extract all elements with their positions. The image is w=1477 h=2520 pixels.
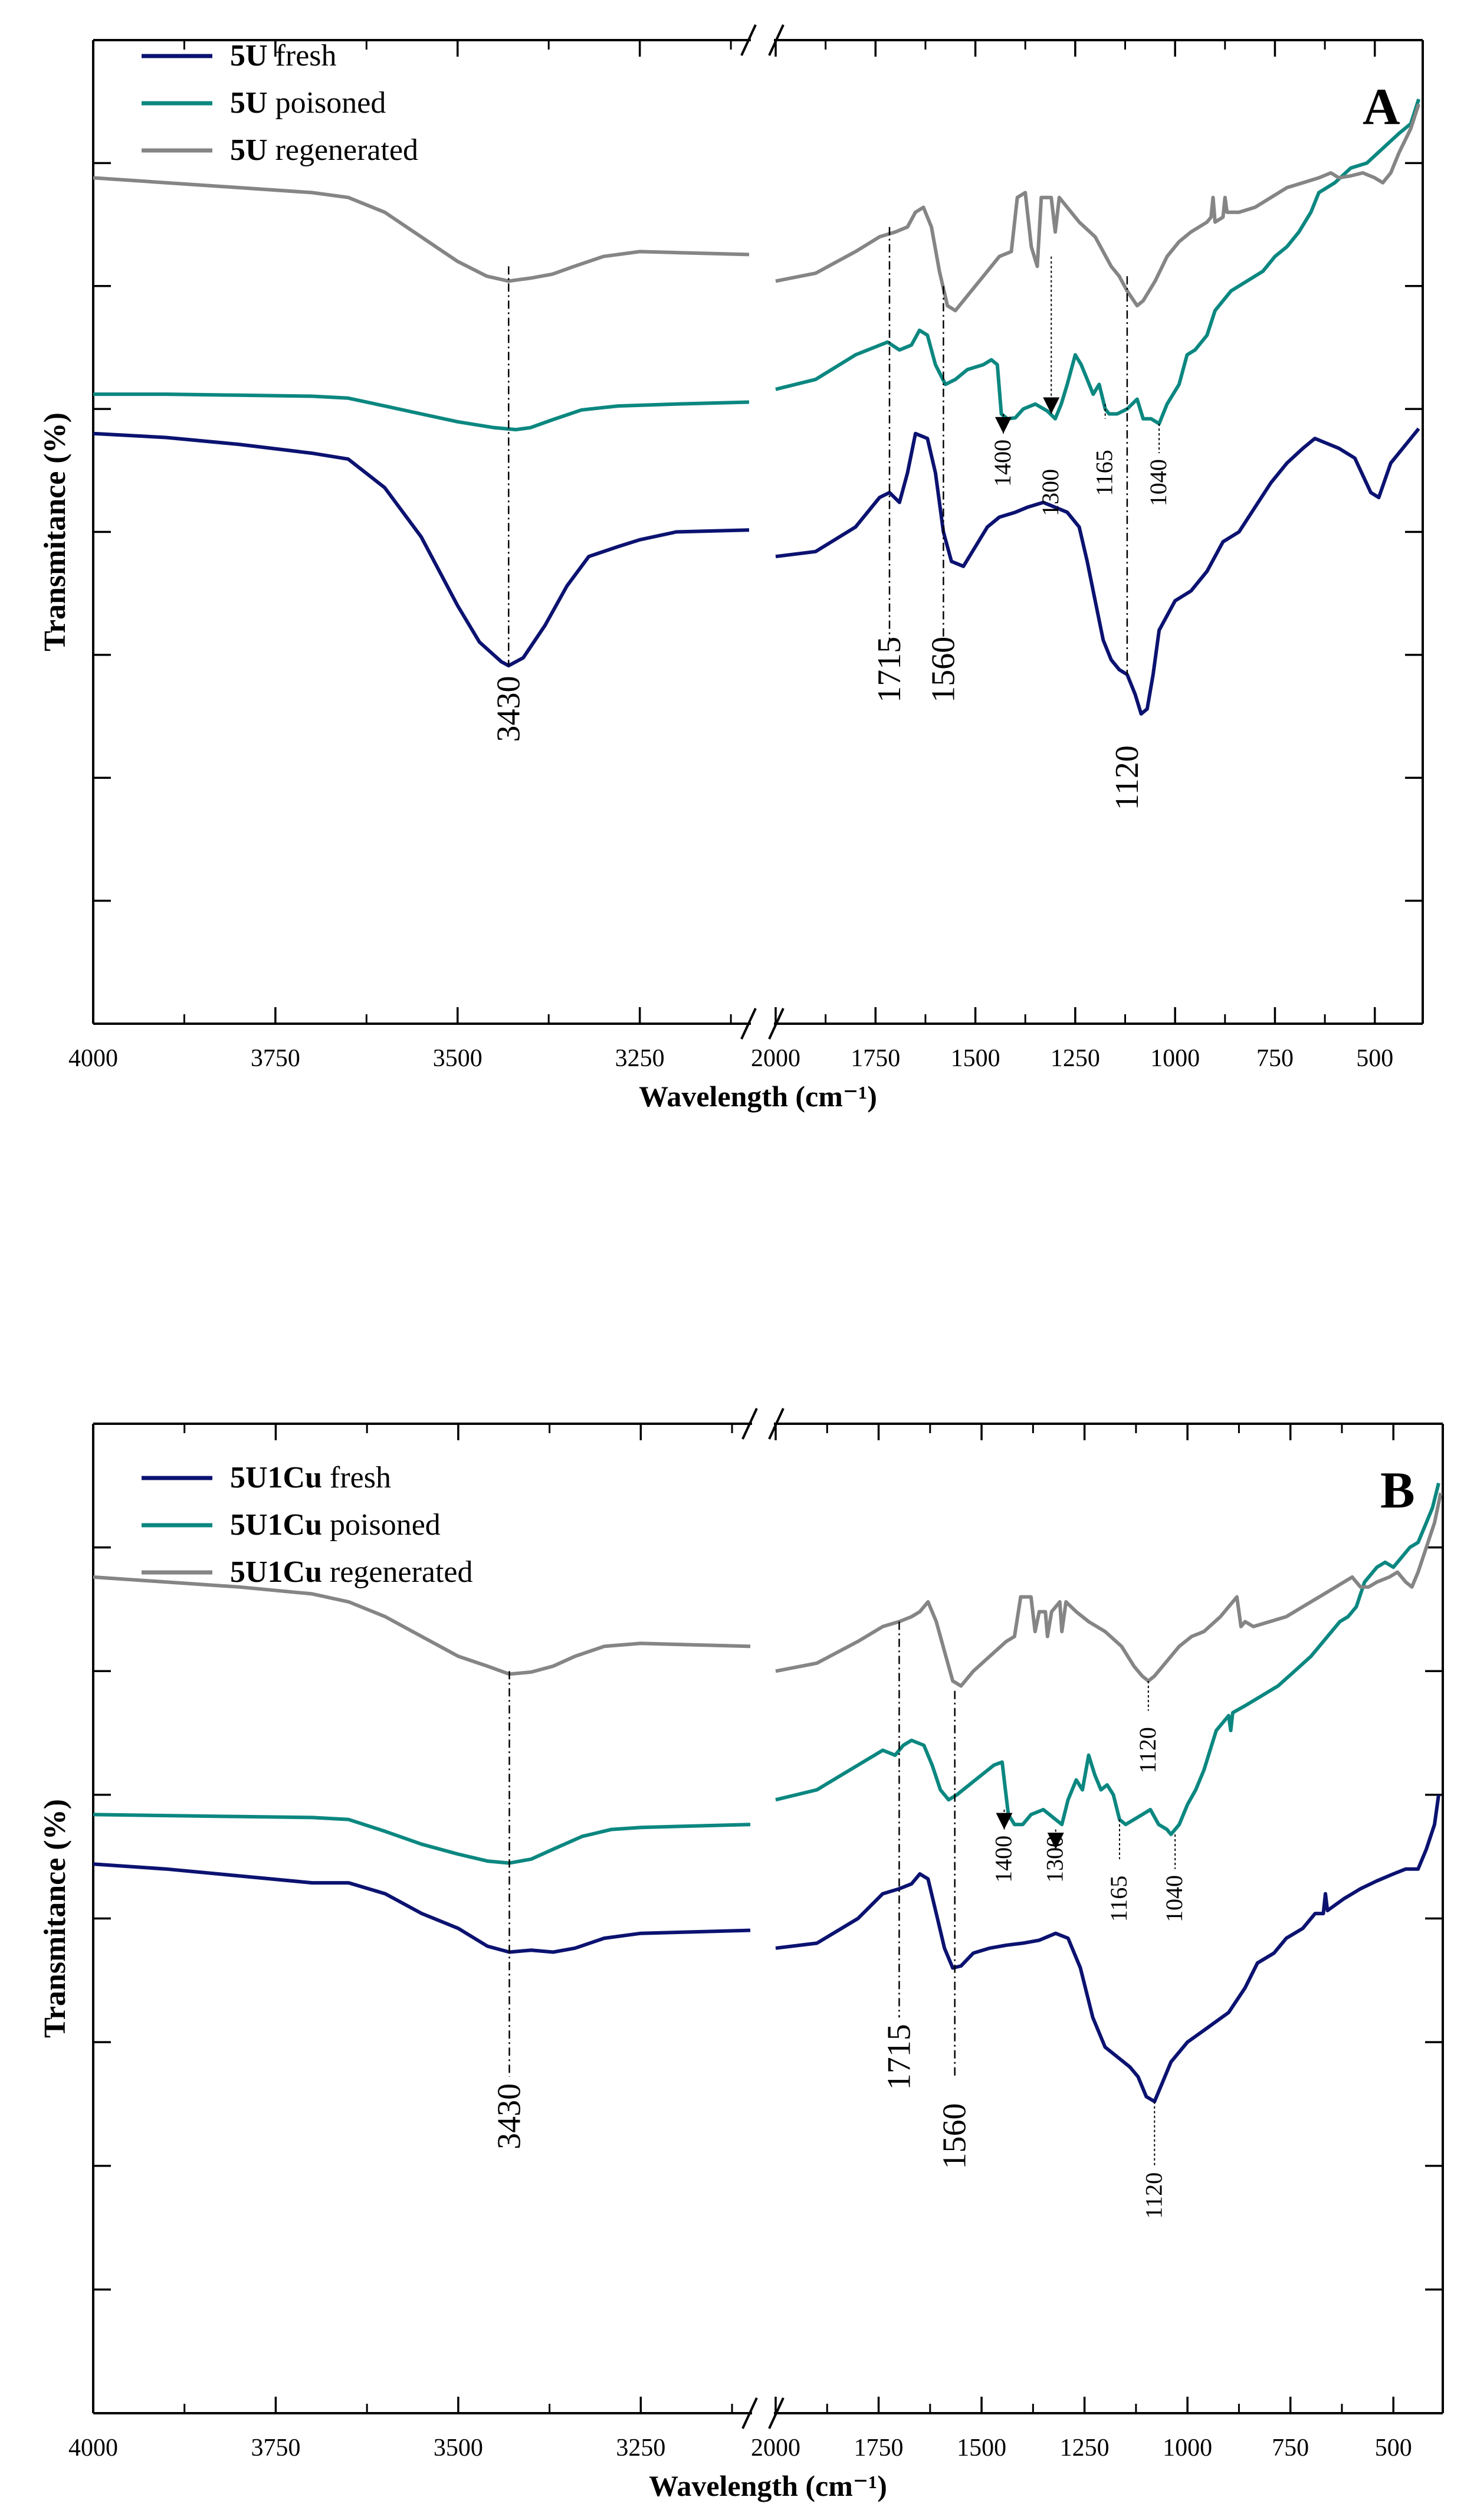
peak-label: 3430: [491, 2083, 528, 2149]
x-tick-label: 750: [1272, 2434, 1309, 2462]
axis-break-gap: [753, 38, 772, 42]
x-tick-label: 4000: [68, 2434, 118, 2462]
peak-label: 1040: [1161, 1875, 1187, 1922]
x-axis-label: Wavelength (cm⁻¹): [649, 2469, 887, 2502]
peak-label: 1165: [1105, 1876, 1132, 1922]
x-tick-label: 3500: [434, 2434, 483, 2462]
panel-letter: A: [1363, 78, 1400, 136]
peak-label: 1120: [1140, 2172, 1167, 2219]
peak-label: 1400: [989, 440, 1016, 487]
x-tick-label: 500: [1375, 2434, 1412, 2462]
axis-break-gap: [754, 1421, 772, 1426]
x-tick-label: 3500: [433, 1045, 483, 1072]
x-tick-label: 3250: [615, 1045, 665, 1072]
y-axis-label: Transmitance (%): [38, 412, 72, 651]
x-tick-label: 1250: [1051, 1045, 1100, 1072]
peak-label: 1120: [1109, 745, 1146, 810]
x-tick-label: 1500: [951, 1045, 1000, 1072]
series-line-5u1cu-fresh: [93, 1794, 1440, 2103]
legend-entry: 5U poisoned: [230, 86, 386, 120]
x-tick-label: 1000: [1150, 1045, 1200, 1072]
peak-label: 1560: [937, 2103, 973, 2169]
x-tick-label: 1000: [1163, 2434, 1212, 2462]
peak-label: 1715: [871, 637, 908, 703]
legend-entry: 5U regenerated: [230, 133, 418, 167]
x-tick-label: 750: [1256, 1045, 1294, 1072]
x-tick-label: 2000: [751, 1045, 800, 1072]
x-tick-label: 3750: [251, 1045, 300, 1072]
peak-arrow: [1043, 397, 1060, 414]
series-line-5u-poisoned: [93, 99, 1421, 432]
y-axis-label: Transmitance (%): [38, 1799, 72, 2038]
panel-letter: B: [1380, 1462, 1415, 1519]
axis-break-mark: [741, 2397, 758, 2429]
peak-label: 1300: [1037, 469, 1064, 516]
x-tick-label: 1750: [854, 2434, 904, 2462]
peak-label: 3430: [490, 676, 527, 742]
x-tick-label: 500: [1356, 1045, 1393, 1072]
x-tick-label: 1750: [851, 1045, 900, 1072]
panel-b: 4000 3750 3500 3250 2000 1750 1500 1250 1000 750 5…: [38, 1408, 1444, 2502]
peak-arrow: [996, 1813, 1013, 1830]
axis-break-mark: [740, 1008, 757, 1040]
panel-a: 4000 3750 3500 3250 2000 1750 1500 1250 1000 750 5…: [38, 24, 1424, 1113]
peak-label: 1400: [990, 1836, 1016, 1883]
peak-arrow: [1047, 1833, 1064, 1850]
axis-break-mark: [740, 24, 757, 56]
peak-label: 1715: [881, 2024, 917, 2090]
x-tick-label: 3250: [616, 2434, 665, 2462]
peak-label: 1040: [1145, 459, 1171, 506]
peak-label: 1120: [1134, 1727, 1161, 1774]
series-line-5u1cu-regenerated: [93, 1492, 1443, 1688]
series-line-5u-fresh: [93, 427, 1420, 716]
axis-break-gap: [753, 1021, 772, 1026]
series-line-5u1cu-poisoned: [93, 1482, 1440, 1865]
x-tick-label: 4000: [68, 1045, 118, 1072]
x-tick-label: 2000: [751, 2434, 800, 2462]
legend-entry: 5U1Cu fresh: [230, 1461, 391, 1495]
axis-break-mark: [741, 1408, 758, 1440]
series-line-5u-regenerated: [93, 103, 1421, 313]
x-axis-label: Wavelength (cm⁻¹): [639, 1080, 877, 1113]
peak-label: 1560: [925, 637, 961, 703]
legend-entry: 5U1Cu poisoned: [230, 1508, 441, 1542]
peak-label: 1165: [1091, 450, 1118, 496]
axis-break-gap: [754, 2411, 772, 2416]
x-tick-label: 1250: [1060, 2434, 1110, 2462]
legend-entry: 5U1Cu regenerated: [230, 1555, 473, 1589]
x-tick-label: 1500: [957, 2434, 1006, 2462]
legend-entry: 5U fresh: [230, 39, 337, 73]
peak-arrow: [994, 417, 1012, 434]
x-tick-label: 3750: [251, 2434, 300, 2462]
